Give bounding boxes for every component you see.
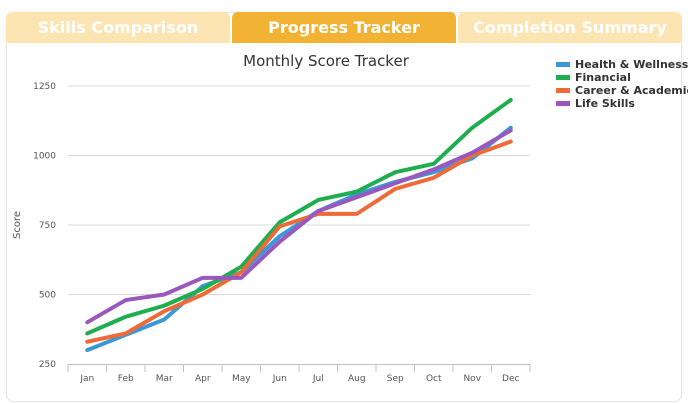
- tab-completion-summary[interactable]: Completion Summary: [458, 12, 682, 43]
- series-line-1: [85, 97, 513, 336]
- x-tick-label: Sep: [387, 374, 404, 384]
- series-line-0: [85, 125, 513, 353]
- x-tick-label: Feb: [118, 374, 134, 384]
- x-tick-label: Apr: [195, 374, 211, 384]
- legend-label: Health & Wellness: [575, 58, 688, 71]
- legend-swatch: [556, 75, 570, 80]
- y-tick-label: 750: [39, 221, 56, 231]
- chart-title: Monthly Score Tracker: [243, 52, 410, 70]
- axes: 250 500 750 1000 1250 Jan Feb Mar Apr May Jun Jul Au…: [33, 82, 531, 384]
- x-tick-label: Jun: [272, 374, 287, 384]
- legend-swatch: [556, 88, 570, 93]
- x-tick-label: Oct: [426, 374, 442, 384]
- x-tick-label: Jul: [312, 374, 324, 384]
- legend-label: Financial: [575, 71, 631, 84]
- x-tick-label: Nov: [463, 374, 481, 384]
- series-line-3: [85, 128, 513, 325]
- x-tick-label: Mar: [156, 374, 173, 384]
- y-tick-label: 500: [39, 291, 56, 301]
- series-lines: [85, 97, 513, 353]
- x-tick-label: May: [232, 374, 251, 384]
- tab-skills-comparison[interactable]: Skills Comparison: [6, 12, 230, 43]
- y-tick-label: 250: [39, 360, 56, 370]
- legend-label: Life Skills: [575, 97, 635, 110]
- series-line-2: [85, 139, 513, 344]
- x-tick-label: Aug: [348, 374, 366, 384]
- y-tick-label: 1250: [33, 82, 56, 92]
- y-axis-label: Score: [12, 211, 23, 239]
- tab-progress-tracker[interactable]: Progress Tracker: [232, 12, 456, 43]
- legend-swatch: [556, 62, 570, 67]
- legend-label: Career & Academic: [575, 84, 688, 97]
- x-tick-label: Dec: [502, 374, 519, 384]
- y-tick-label: 1000: [33, 152, 56, 162]
- tab-bar: Skills Comparison Progress Tracker Compl…: [6, 12, 682, 43]
- grid-lines: [68, 85, 530, 295]
- x-tick-label: Jan: [79, 374, 94, 384]
- legend-swatch: [556, 101, 570, 106]
